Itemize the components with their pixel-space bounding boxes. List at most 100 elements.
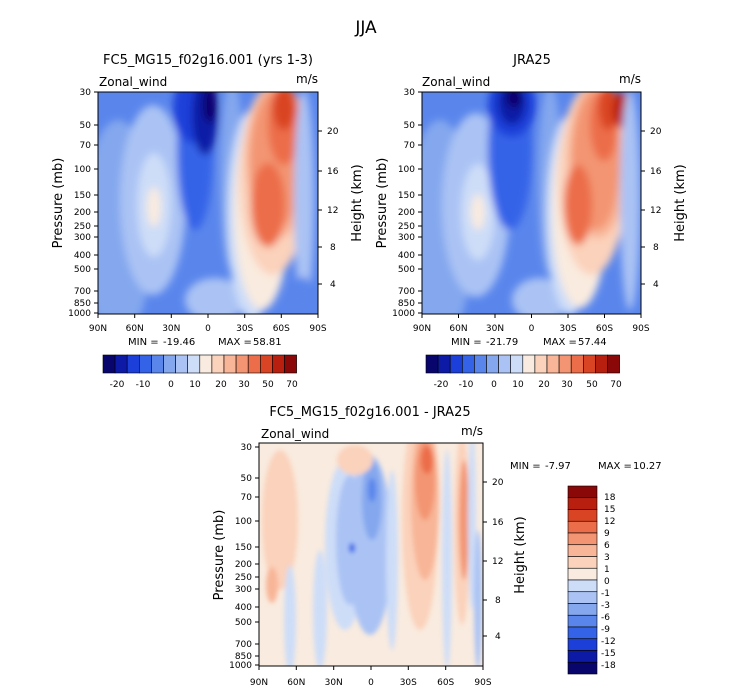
colorbar-label: -10	[136, 380, 151, 390]
colorbar-swatch	[486, 354, 499, 374]
x-tick-label: 30S	[400, 678, 417, 688]
y-tick-label: 850	[74, 299, 91, 309]
colorbar-swatch	[570, 354, 584, 374]
height-tick-label: 12	[650, 206, 661, 216]
y-tick-label: 500	[398, 265, 415, 275]
variable-label-diff: Zonal_wind	[261, 427, 329, 441]
y-tick-label: 850	[235, 652, 252, 662]
units-label-model: m/s	[296, 72, 318, 86]
y-tick-label: 70	[80, 141, 92, 151]
height-tick-label: 16	[492, 518, 504, 528]
y-tick-label: 200	[74, 208, 91, 218]
colorbar-label: 0	[168, 380, 174, 390]
x-tick-label: 60N	[287, 678, 305, 688]
units-label-diff: m/s	[461, 424, 483, 438]
colorbar-label: 18	[604, 493, 616, 503]
x-tick-label: 30S	[559, 324, 576, 334]
minmax-diff: MIN = -7.97 MAX = 10.27	[510, 461, 662, 472]
axis-ticks-diff	[255, 446, 487, 670]
height-tick-label: 4	[495, 632, 501, 642]
height-tick-labels-obs: 20 16 12 8 4	[650, 127, 662, 290]
x-tick-label: 30N	[162, 324, 180, 334]
y-tick-label: 1000	[229, 661, 252, 671]
colorbar-swatch	[567, 532, 598, 546]
x-tick-label: 90S	[632, 324, 649, 334]
colorbar-swatch	[247, 354, 261, 374]
colorbar-label: -3	[601, 601, 610, 611]
colorbar-label: 20	[538, 380, 550, 390]
y-tick-label: 200	[398, 208, 415, 218]
colorbar-swatch	[567, 591, 598, 604]
y-tick-label: 150	[235, 543, 252, 553]
colorbar-label: -20	[434, 380, 449, 390]
colorbar-swatch	[567, 485, 598, 499]
y-tick-label: 150	[74, 191, 91, 201]
height-tick-labels-diff: 20 16 12 8 4	[492, 478, 504, 642]
colorbar-swatch	[567, 520, 598, 534]
minmax-obs: MIN = -21.79 MAX = 57.44	[451, 337, 607, 348]
height-tick-label: 20	[650, 127, 662, 137]
colorbar-label: 6	[604, 541, 610, 551]
axis-ticks-model	[94, 91, 322, 318]
colorbar-swatch	[437, 354, 451, 374]
colorbar-swatch	[461, 354, 475, 374]
y-tick-label: 70	[241, 493, 253, 503]
colorbar-label: 9	[604, 529, 610, 539]
height-tick-label: 16	[650, 167, 662, 177]
y-tick-label: 30	[80, 88, 92, 98]
colorbar-labels-obs: -20 -10 0 10 20 30 50 70	[434, 380, 622, 390]
colorbar-swatch	[595, 354, 608, 374]
colorbar-swatch	[163, 354, 176, 374]
y-tick-label: 1000	[392, 309, 415, 319]
y-tick-label: 400	[74, 251, 91, 261]
colorbar-label: -15	[601, 649, 616, 659]
max-label: MAX =	[598, 461, 632, 472]
colorbar-label: -12	[601, 637, 616, 647]
x-tick-label: 90N	[89, 324, 107, 334]
height-axis-label-diff: Height (km)	[513, 516, 528, 593]
colorbar-swatch	[567, 579, 598, 593]
colorbar-label: 10	[512, 380, 524, 390]
colorbar-swatch	[284, 354, 297, 374]
colorbar-swatch	[102, 354, 116, 374]
min-value: -7.97	[545, 461, 571, 472]
height-tick-label: 20	[492, 478, 504, 488]
colorbar-swatch	[582, 354, 596, 374]
y-tick-label: 250	[235, 573, 252, 583]
x-tick-label: 60S	[437, 678, 454, 688]
colorbar-swatch	[510, 354, 524, 374]
colorbar-swatch	[567, 556, 598, 569]
colorbar-swatch	[235, 354, 249, 374]
colorbar-label: 50	[262, 380, 274, 390]
y-axis-label-obs: Pressure (mb)	[375, 158, 390, 249]
colorbar-label: 30	[561, 380, 573, 390]
colorbar-swatch	[534, 354, 548, 374]
max-label: MAX =	[543, 337, 577, 348]
height-tick-label: 4	[330, 280, 336, 290]
y-tick-label: 100	[74, 165, 91, 175]
y-tick-label: 250	[74, 222, 91, 232]
panel-title-model: FC5_MG15_f02g16.001 (yrs 1-3)	[103, 53, 313, 68]
colorbar-swatch	[567, 626, 598, 640]
colorbar-swatch	[259, 354, 273, 374]
colorbar-swatch	[558, 354, 572, 374]
minmax-model: MIN = -19.46 MAX = 58.81	[128, 337, 282, 348]
y-axis-label-model: Pressure (mb)	[51, 158, 66, 249]
max-value: 58.81	[253, 337, 282, 348]
y-tick-label: 700	[74, 287, 91, 297]
x-tick-labels-model: 90N 60N 30N 0 30S 60S 90S	[89, 324, 327, 334]
min-label: MIN =	[451, 337, 482, 348]
y-tick-label: 300	[235, 585, 252, 595]
colorbar-label: -6	[601, 613, 610, 623]
x-tick-label: 60S	[273, 324, 290, 334]
colorbar-diff	[567, 485, 598, 675]
height-tick-label: 20	[327, 127, 339, 137]
height-tick-label: 12	[492, 557, 503, 567]
contour-field-diff	[259, 443, 483, 666]
colorbar-labels-model: -20 -10 0 10 20 30 50 70	[110, 380, 298, 390]
y-tick-label: 50	[80, 121, 92, 131]
variable-label-obs: Zonal_wind	[422, 75, 490, 89]
colorbar-swatch	[567, 509, 598, 522]
colorbar-swatch	[567, 567, 598, 581]
